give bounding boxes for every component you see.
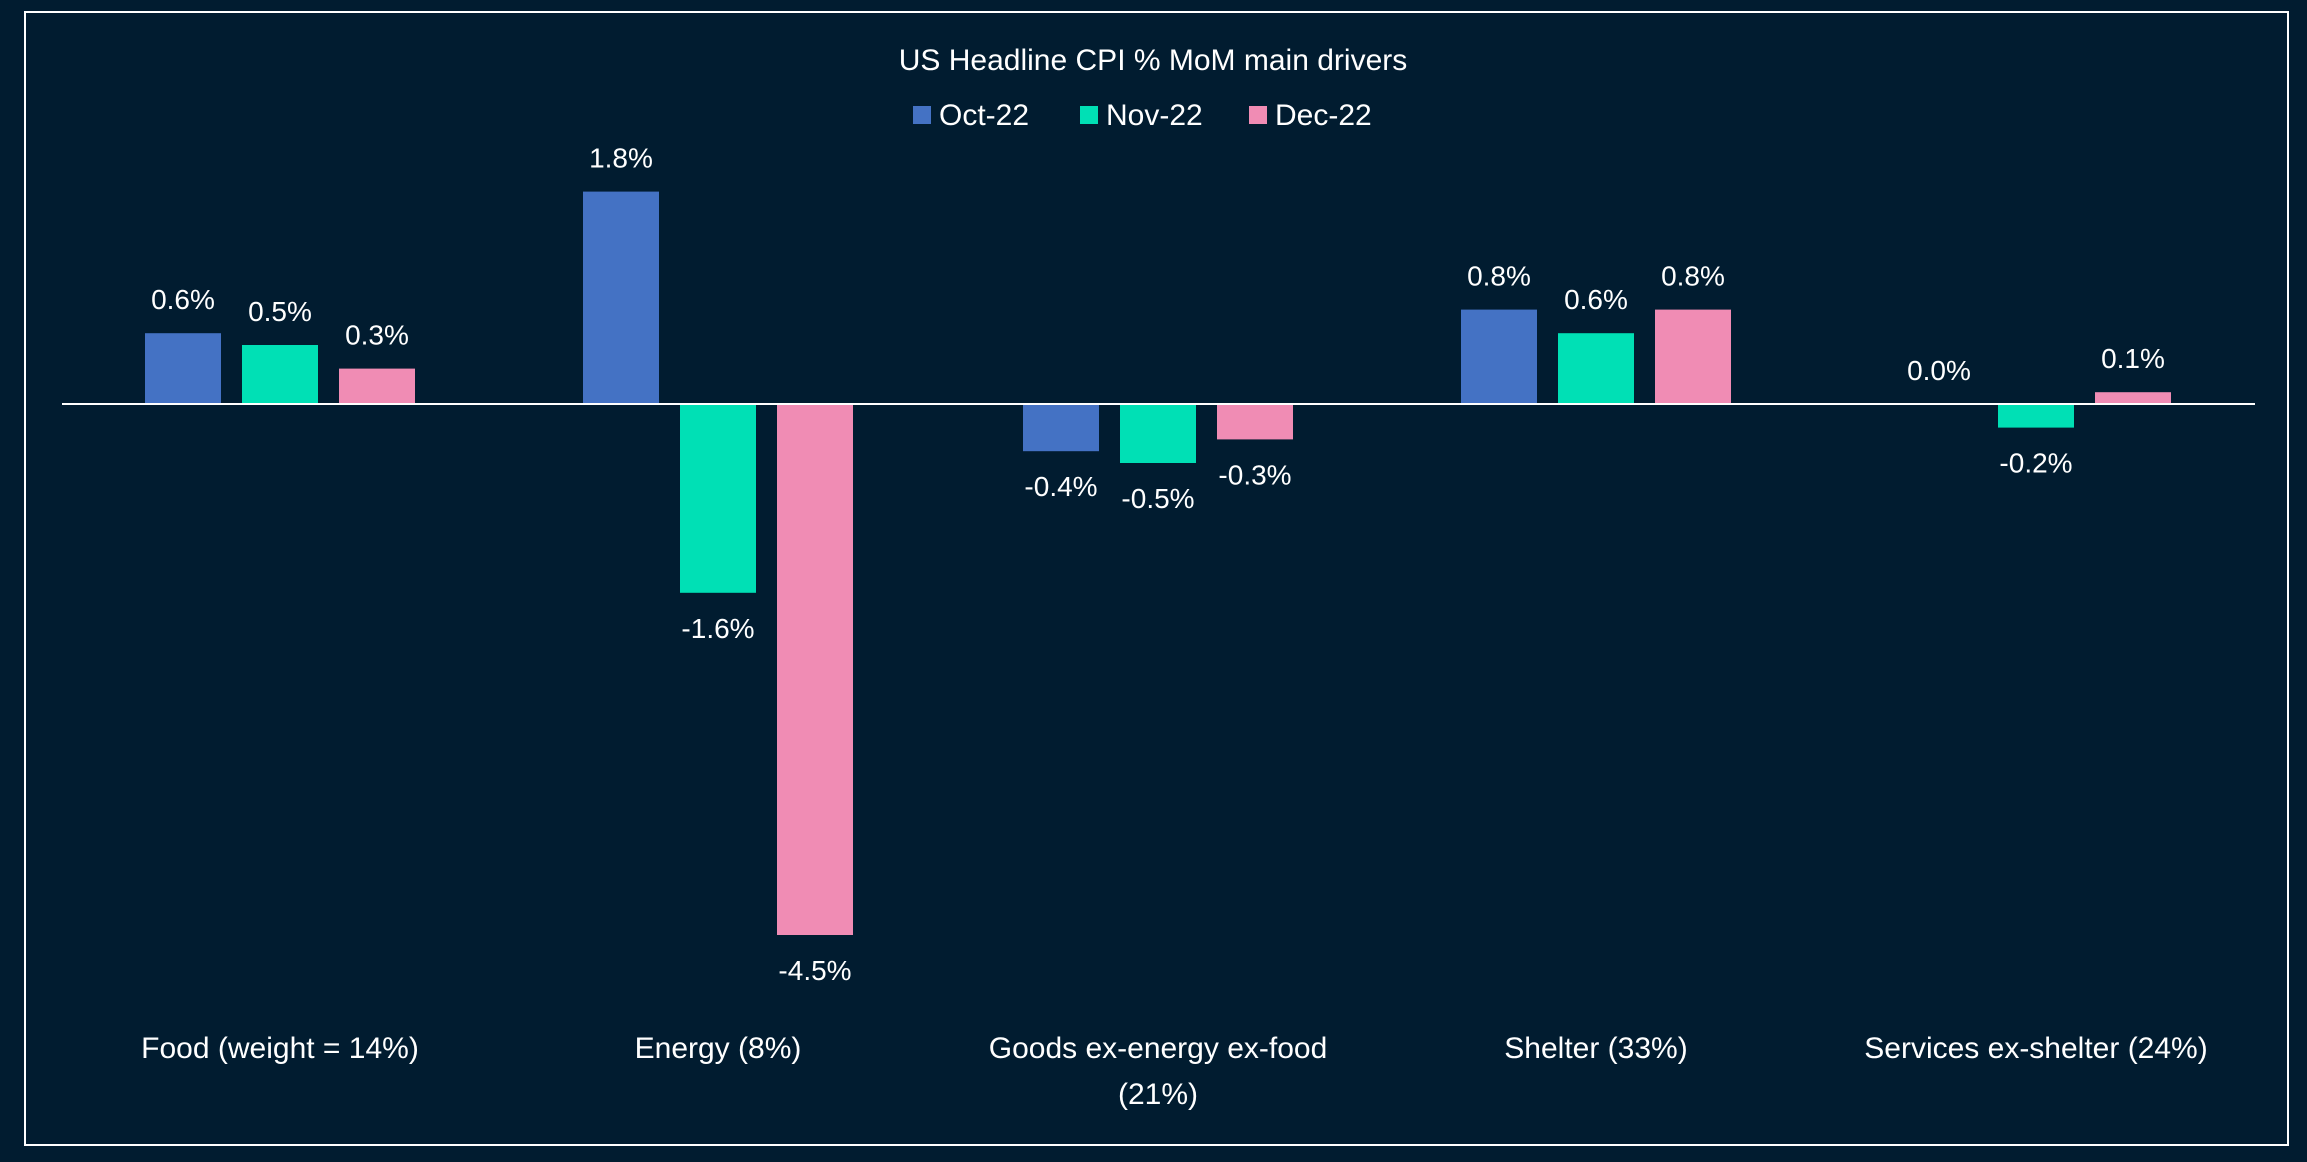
bar-oct-22-3: [1023, 404, 1099, 452]
data-label-dec-22-1: 0.3%: [345, 320, 409, 351]
data-label-oct-22-1: 0.6%: [151, 284, 215, 315]
category-label-3-line-2: (21%): [1118, 1078, 1198, 1111]
data-label-dec-22-4: 0.8%: [1661, 261, 1725, 292]
bars-layer: [145, 191, 2171, 935]
bar-nov-22-3: [1120, 404, 1196, 463]
category-label-2: Energy (8%): [635, 1032, 802, 1065]
category-labels-layer: Food (weight = 14%) Energy (8%) Goods ex-e…: [141, 1032, 2208, 1111]
legend-swatch-nov-22: [1080, 106, 1098, 124]
legend-swatch-oct-22: [913, 106, 931, 124]
data-labels-layer: 0.6% 1.8% -0.4% 0.8% 0.0% 0.5% -1.6% -0.5% 0.6% -…: [151, 143, 2165, 986]
bar-oct-22-1: [145, 333, 221, 404]
legend: Oct-22 Nov-22 Dec-22: [913, 99, 1372, 132]
chart-title: US Headline CPI % MoM main drivers: [899, 44, 1408, 77]
data-label-nov-22-5: -0.2%: [1999, 448, 2072, 479]
legend-swatch-dec-22: [1249, 106, 1267, 124]
data-label-nov-22-4: 0.6%: [1564, 284, 1628, 315]
data-label-nov-22-1: 0.5%: [248, 296, 312, 327]
category-label-1: Food (weight = 14%): [141, 1032, 419, 1065]
data-label-nov-22-2: -1.6%: [681, 613, 754, 644]
chart-border: [24, 11, 2289, 1146]
bar-nov-22-4: [1558, 333, 1634, 404]
category-label-3: Goods ex-energy ex-food: [989, 1032, 1328, 1065]
legend-label-dec-22: Dec-22: [1275, 99, 1372, 132]
data-label-oct-22-5: 0.0%: [1907, 355, 1971, 386]
category-label-4: Shelter (33%): [1504, 1032, 1687, 1065]
data-label-nov-22-3: -0.5%: [1121, 483, 1194, 514]
bar-dec-22-3: [1217, 404, 1293, 440]
data-label-dec-22-5: 0.1%: [2101, 343, 2165, 374]
bar-oct-22-4: [1461, 309, 1537, 404]
data-label-dec-22-2: -4.5%: [778, 955, 851, 986]
bar-dec-22-2: [777, 404, 853, 935]
category-label-5: Services ex-shelter (24%): [1864, 1032, 2207, 1065]
bar-dec-22-5: [2095, 392, 2171, 404]
bar-dec-22-1: [339, 368, 415, 404]
bar-oct-22-2: [583, 191, 659, 404]
data-label-oct-22-2: 1.8%: [589, 143, 653, 174]
data-label-dec-22-3: -0.3%: [1218, 459, 1291, 490]
bar-nov-22-2: [680, 404, 756, 593]
data-label-oct-22-3: -0.4%: [1024, 471, 1097, 502]
bar-nov-22-5: [1998, 404, 2074, 428]
bar-nov-22-1: [242, 345, 318, 404]
legend-label-oct-22: Oct-22: [939, 99, 1029, 132]
legend-label-nov-22: Nov-22: [1106, 99, 1203, 132]
bar-dec-22-4: [1655, 309, 1731, 404]
data-label-oct-22-4: 0.8%: [1467, 261, 1531, 292]
